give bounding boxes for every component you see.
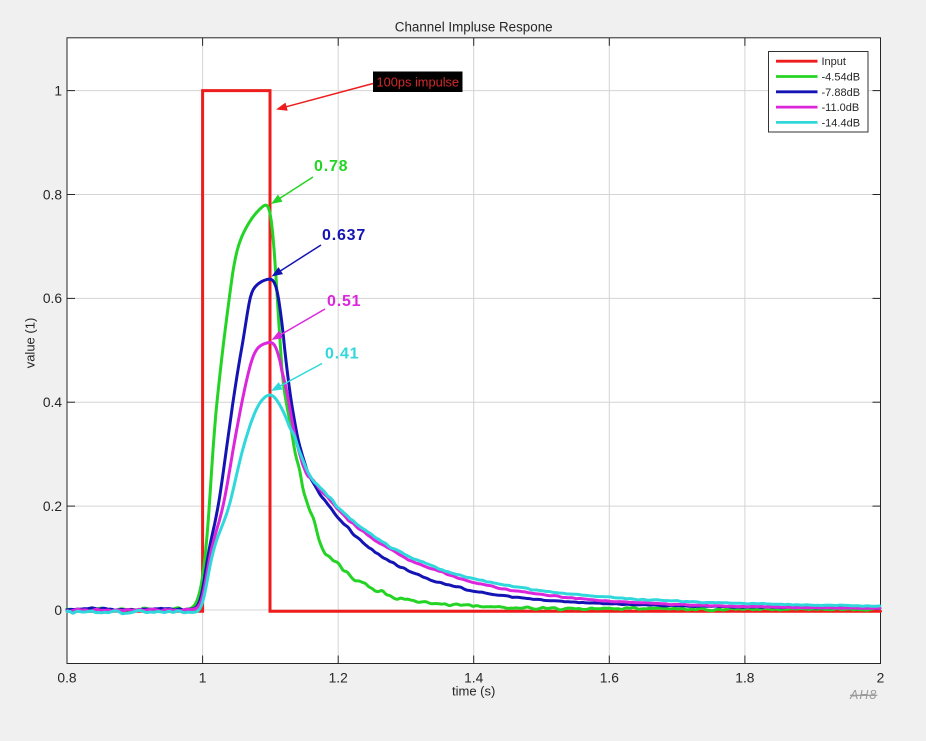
svg-text:0.2: 0.2 [43,499,62,514]
svg-text:0.6: 0.6 [43,291,63,306]
svg-text:0: 0 [54,603,62,618]
svg-text:1: 1 [54,83,62,98]
svg-text:-4.54dB: -4.54dB [822,72,861,84]
svg-text:0.8: 0.8 [43,187,63,202]
svg-text:100ps impulse: 100ps impulse [377,75,460,90]
svg-text:1.2: 1.2 [329,671,348,686]
svg-text:-14.4dB: -14.4dB [822,117,861,129]
svg-text:time (s): time (s) [452,684,495,699]
svg-text:-7.88dB: -7.88dB [822,87,861,99]
svg-text:-11.0dB: -11.0dB [822,102,860,114]
svg-text:1: 1 [199,671,207,686]
svg-text:Channel Impluse Respone: Channel Impluse Respone [395,20,553,35]
svg-text:1.6: 1.6 [600,671,620,686]
svg-text:AH8: AH8 [849,688,877,702]
svg-text:value (1): value (1) [23,318,38,369]
svg-text:Input: Input [822,56,846,68]
svg-text:1.8: 1.8 [735,671,755,686]
svg-text:0.637: 0.637 [322,227,366,244]
svg-text:2: 2 [877,671,885,686]
svg-text:1.4: 1.4 [464,671,484,686]
svg-text:0.4: 0.4 [43,395,63,410]
svg-text:0.78: 0.78 [314,158,348,175]
svg-text:0.51: 0.51 [327,293,361,310]
svg-text:0.41: 0.41 [325,346,359,363]
svg-text:0.8: 0.8 [57,671,77,686]
